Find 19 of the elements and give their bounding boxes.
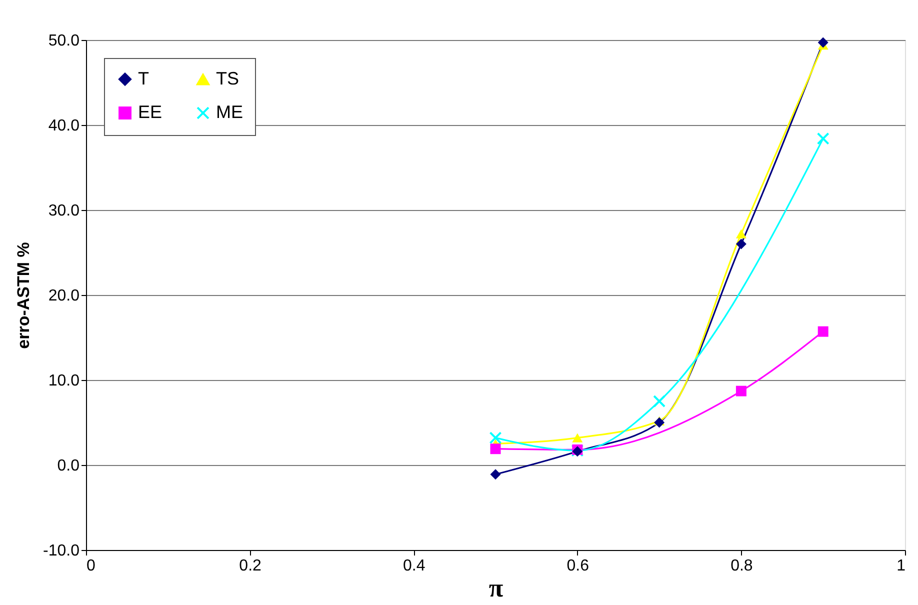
x-axis-title: π	[488, 574, 504, 602]
y-tick-label: -10.0	[43, 542, 80, 560]
y-tick-label: 0.0	[57, 458, 80, 474]
legend-label: T	[138, 68, 149, 88]
y-tick-label: 20.0	[48, 288, 80, 304]
y-tick-label: 50.0	[48, 32, 80, 50]
legend-label: TS	[216, 68, 240, 88]
x-tick-label: 0	[86, 558, 96, 574]
legend-label: ME	[216, 102, 243, 122]
x-tick-label: 0.8	[730, 558, 753, 574]
y-axis-title: erro-ASTM %	[14, 242, 34, 349]
y-tick-label: 30.0	[48, 202, 80, 220]
x-tick-label: 0.6	[566, 558, 590, 574]
legend-label: EE	[138, 102, 162, 122]
y-tick-label: 40.0	[48, 118, 80, 134]
y-tick-label: 10.0	[48, 372, 80, 390]
x-tick-label: 0.2	[239, 558, 262, 574]
x-tick-label: 1	[896, 558, 906, 574]
x-tick-label: 0.4	[402, 558, 426, 574]
